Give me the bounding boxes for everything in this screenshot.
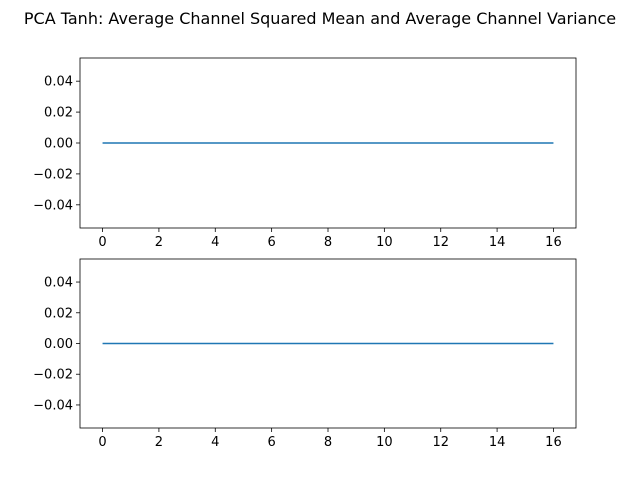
y-tick-label: 0.02 — [44, 306, 73, 321]
x-tick-label: 8 — [324, 435, 332, 450]
x-tick-label: 10 — [376, 235, 393, 250]
y-tick-label: −0.04 — [33, 398, 73, 413]
x-tick-label: 6 — [267, 435, 275, 450]
x-tick-label: 16 — [545, 235, 562, 250]
x-tick-label: 0 — [98, 435, 106, 450]
x-tick-label: 14 — [489, 235, 506, 250]
y-tick-label: −0.02 — [33, 368, 73, 383]
top-subplot: 0 2 4 6 8 10 12 14 16 0.04 0.02 0.00 −0.02 −0.04 — [33, 57, 577, 250]
figure-title: PCA Tanh: Average Channel Squared Mean a… — [24, 9, 616, 28]
y-tick-label: 0.00 — [44, 337, 73, 352]
x-tick-label: 12 — [432, 435, 449, 450]
y-tick-label: −0.04 — [33, 198, 73, 213]
x-tick-label: 12 — [432, 235, 449, 250]
y-tick-label: 0.02 — [44, 106, 73, 121]
x-tick-label: 10 — [376, 435, 393, 450]
y-tick-label: 0.00 — [44, 137, 73, 152]
x-tick-label: 6 — [267, 235, 275, 250]
bottom-subplot: 0 2 4 6 8 10 12 14 16 0.04 0.02 0.00 −0.02 −0.04 — [33, 258, 577, 450]
x-tick-label: 14 — [489, 435, 506, 450]
x-tick-label: 4 — [211, 235, 219, 250]
x-tick-label: 2 — [155, 435, 163, 450]
x-tick-label: 0 — [98, 235, 106, 250]
y-tick-label: 0.04 — [44, 75, 73, 90]
y-tick-label: −0.02 — [33, 167, 73, 182]
x-tick-label: 2 — [155, 235, 163, 250]
x-tick-label: 8 — [324, 235, 332, 250]
x-tick-label: 4 — [211, 435, 219, 450]
y-tick-label: 0.04 — [44, 276, 73, 291]
x-tick-label: 16 — [545, 435, 562, 450]
